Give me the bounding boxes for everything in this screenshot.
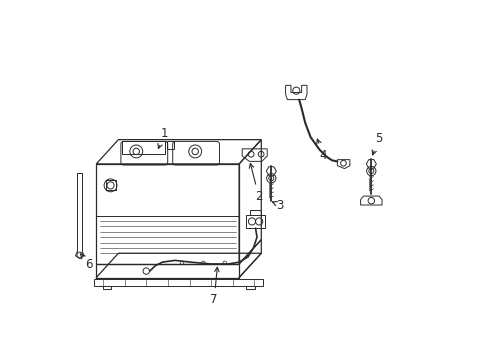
Text: 5: 5 [371, 132, 381, 155]
Text: 6: 6 [81, 254, 93, 270]
Text: 2: 2 [249, 163, 262, 203]
Text: 1: 1 [158, 127, 167, 148]
Text: 3: 3 [272, 199, 284, 212]
Text: 4: 4 [316, 139, 326, 162]
Text: 7: 7 [210, 267, 219, 306]
